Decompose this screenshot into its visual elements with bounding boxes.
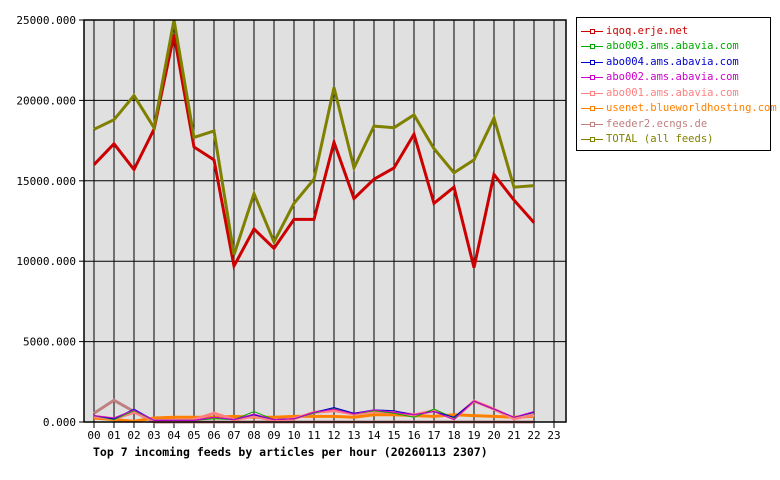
x-tick-label: 19 bbox=[467, 429, 480, 442]
x-tick-label: 07 bbox=[227, 429, 240, 442]
legend-item: feeder2.ecngs.de bbox=[581, 116, 770, 132]
legend-label: abo001.ams.abavia.com bbox=[606, 86, 739, 99]
x-tick-label: 09 bbox=[267, 429, 280, 442]
legend-item: abo003.ams.abavia.com bbox=[581, 39, 770, 55]
x-tick-label: 15 bbox=[387, 429, 400, 442]
legend-line-marker-icon bbox=[581, 89, 603, 97]
x-tick-label: 05 bbox=[187, 429, 200, 442]
x-tick-label: 03 bbox=[147, 429, 160, 442]
x-axis: 00 01 02 03 04 05 06 07 08 09 10 11 12 13 14 15 16 17 18 19… bbox=[87, 422, 561, 442]
series-line bbox=[93, 19, 535, 256]
x-tick-label: 11 bbox=[307, 429, 320, 442]
x-tick-label: 14 bbox=[367, 429, 381, 442]
y-tick-label: 5000.000 bbox=[23, 336, 76, 349]
y-tick-label: 20000.000 bbox=[16, 94, 76, 107]
legend-item: abo001.ams.abavia.com bbox=[581, 85, 770, 101]
legend-item: abo002.ams.abavia.com bbox=[581, 70, 770, 86]
x-tick-label: 12 bbox=[327, 429, 340, 442]
y-tick-label: 10000.000 bbox=[16, 255, 76, 268]
x-tick-label: 08 bbox=[247, 429, 260, 442]
x-tick-label: 18 bbox=[447, 429, 460, 442]
legend-label: iqoq.erje.net bbox=[606, 24, 689, 37]
legend-label: feeder2.ecngs.de bbox=[606, 117, 708, 130]
x-tick-label: 00 bbox=[87, 429, 100, 442]
x-tick-label: 23 bbox=[547, 429, 560, 442]
legend-line-marker-icon bbox=[581, 58, 603, 66]
legend-item: TOTAL (all feeds) bbox=[581, 132, 770, 148]
legend-line-marker-icon bbox=[581, 27, 603, 35]
legend-line-marker-icon bbox=[581, 120, 603, 128]
series-line bbox=[92, 34, 536, 271]
legend-line-marker-icon bbox=[581, 42, 603, 50]
x-tick-label: 10 bbox=[287, 429, 300, 442]
y-tick-label: 0.000 bbox=[43, 416, 76, 429]
x-tick-label: 13 bbox=[347, 429, 360, 442]
gridlines bbox=[84, 19, 566, 423]
chart-title: Top 7 incoming feeds by articles per hou… bbox=[93, 445, 488, 459]
x-tick-label: 22 bbox=[527, 429, 540, 442]
y-tick-label: 15000.000 bbox=[16, 175, 76, 188]
legend-line-marker-icon bbox=[581, 104, 603, 112]
x-tick-label: 20 bbox=[487, 429, 500, 442]
legend-item: iqoq.erje.net bbox=[581, 23, 770, 39]
x-tick-label: 17 bbox=[427, 429, 440, 442]
x-tick-label: 02 bbox=[127, 429, 140, 442]
series-line bbox=[93, 400, 535, 421]
legend-line-marker-icon bbox=[581, 135, 603, 143]
legend-label: abo003.ams.abavia.com bbox=[606, 40, 739, 53]
series-line bbox=[93, 413, 535, 423]
legend-line-marker-icon bbox=[581, 73, 603, 81]
legend-item: abo004.ams.abavia.com bbox=[581, 54, 770, 70]
x-tick-label: 06 bbox=[207, 429, 220, 442]
legend-label: abo004.ams.abavia.com bbox=[606, 55, 739, 68]
x-tick-label: 16 bbox=[407, 429, 420, 442]
y-tick-label: 25000.000 bbox=[16, 14, 76, 27]
x-tick-label: 21 bbox=[507, 429, 520, 442]
plot-border bbox=[83, 19, 567, 423]
legend-label: TOTAL (all feeds) bbox=[606, 133, 714, 146]
x-tick-label: 01 bbox=[107, 429, 120, 442]
legend: iqoq.erje.net abo003.ams.abavia.com abo004… bbox=[576, 17, 777, 151]
legend-item: usenet.blueworldhosting.com bbox=[581, 101, 777, 117]
legend-label: abo002.ams.abavia.com bbox=[606, 71, 739, 84]
legend-label: usenet.blueworldhosting.com bbox=[606, 102, 777, 115]
y-axis: 0.000 5000.000 10000.000 15000.000 20000.000… bbox=[16, 14, 84, 429]
x-tick-label: 04 bbox=[167, 429, 181, 442]
